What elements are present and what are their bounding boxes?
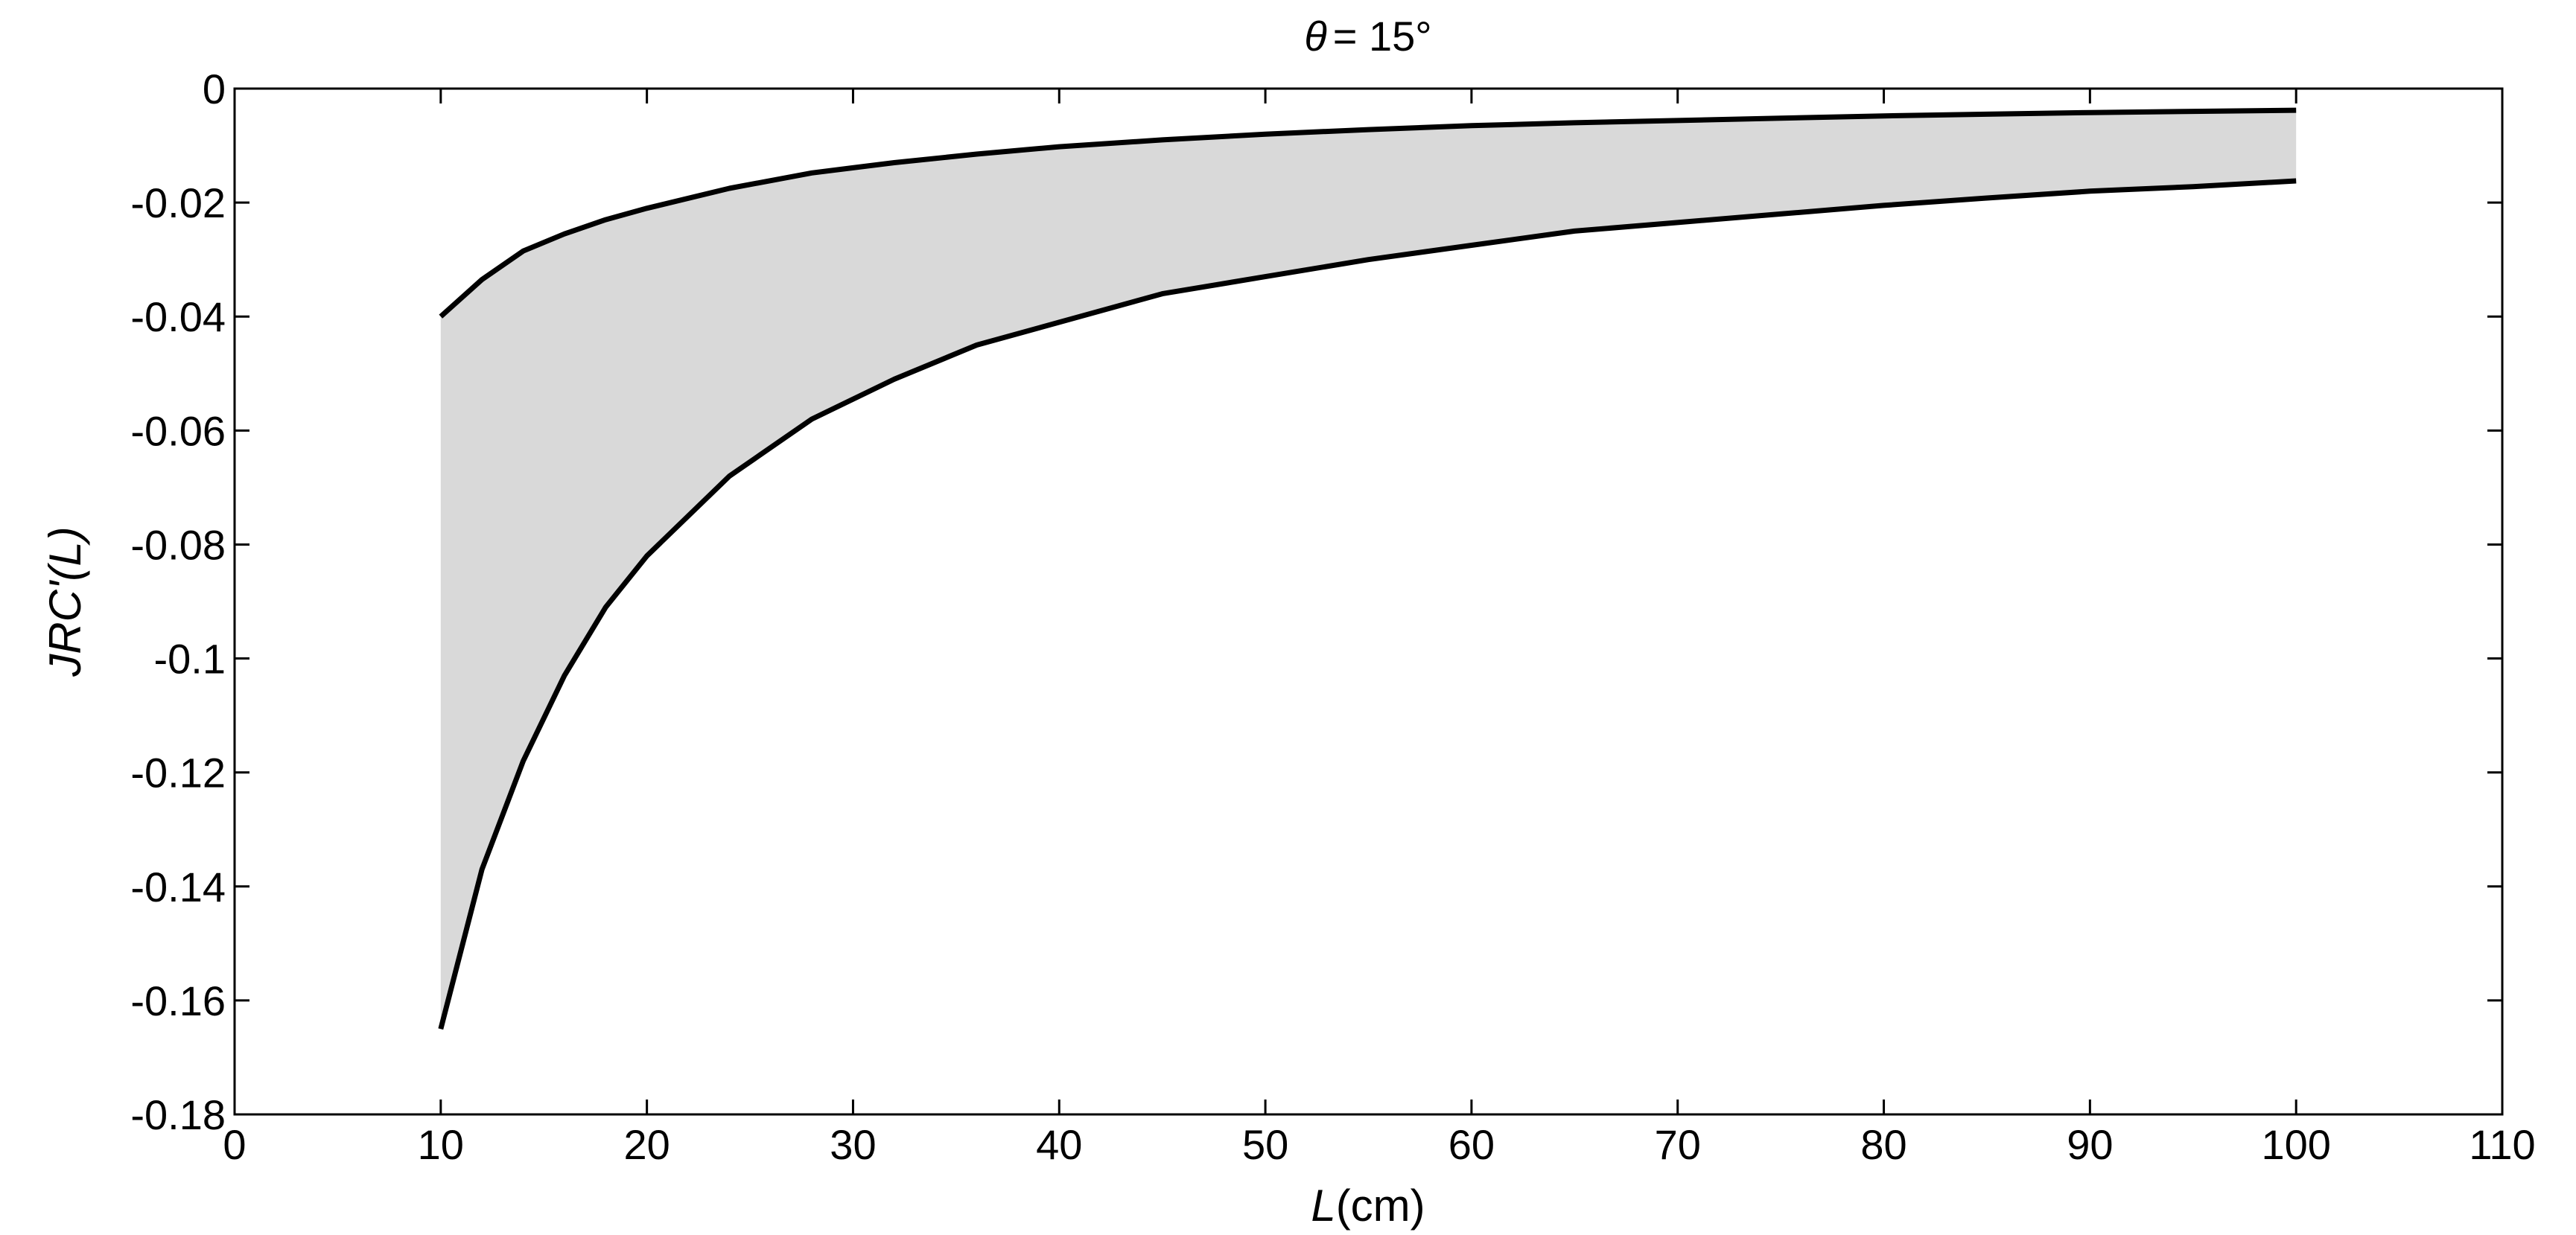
y-tick-label: -0.12 <box>130 750 226 797</box>
x-tick-label: 70 <box>1655 1121 1701 1168</box>
y-axis-title: JRC'(L) <box>40 526 90 677</box>
x-axis-title-unit: (cm) <box>1336 1181 1425 1231</box>
x-tick-label: 60 <box>1448 1121 1495 1168</box>
y-tick-label: 0 <box>203 66 226 112</box>
x-tick-label: 100 <box>2261 1121 2330 1168</box>
y-tick-label: -0.18 <box>130 1091 226 1138</box>
x-tick-label: 20 <box>623 1121 670 1168</box>
x-tick-label: 30 <box>830 1121 876 1168</box>
chart-title: θ = 15° <box>1304 13 1431 60</box>
x-tick-label: 90 <box>2067 1121 2113 1168</box>
y-tick-label: -0.14 <box>130 864 226 910</box>
plot-frame <box>233 87 2504 1116</box>
upper-bound-line <box>439 107 2297 319</box>
y-tick-label: -0.06 <box>130 407 226 454</box>
series-layer <box>438 107 2297 1030</box>
x-axis-title-var: L <box>1311 1181 1335 1231</box>
y-axis-ticks: 0 -0.02 -0.04 -0.06 -0.08 -0.1 -0.12 -0.14 -0.16… <box>130 66 2502 1138</box>
chart-title-symbol: θ <box>1304 13 1326 60</box>
chart-title-text: = 15° <box>1333 13 1432 60</box>
y-tick-label: -0.08 <box>130 521 226 568</box>
x-tick-label: 50 <box>1242 1121 1288 1168</box>
x-tick-label: 110 <box>2469 1121 2535 1168</box>
band-layer <box>440 110 2297 1030</box>
x-tick-label: 10 <box>418 1121 464 1168</box>
y-tick-label: -0.02 <box>130 179 226 226</box>
shaded-band <box>440 110 2297 1030</box>
x-tick-label: 0 <box>223 1121 246 1168</box>
y-axis-title-prefix: JRC'( <box>40 562 90 677</box>
lower-bound-line <box>438 178 2297 1030</box>
x-tick-label: 40 <box>1036 1121 1082 1168</box>
y-tick-label: -0.04 <box>130 293 226 340</box>
y-tick-label: -0.16 <box>130 977 226 1024</box>
y-tick-label: -0.1 <box>154 636 226 683</box>
y-axis-title-var: L <box>40 541 90 566</box>
x-tick-label: 80 <box>1860 1121 1906 1168</box>
x-axis-title: L(cm) <box>1311 1181 1425 1231</box>
x-axis-ticks: 0 10 20 30 40 50 60 70 80 90 100 110 <box>223 89 2536 1168</box>
